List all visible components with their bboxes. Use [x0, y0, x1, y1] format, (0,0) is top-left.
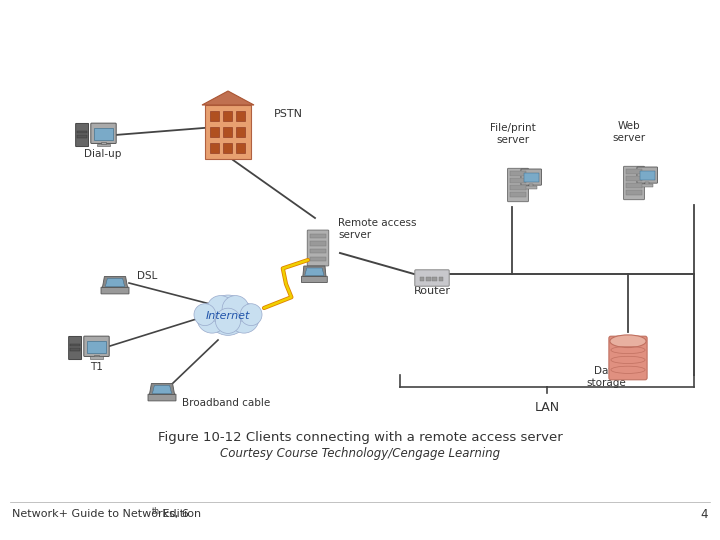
Bar: [645, 181, 649, 185]
Polygon shape: [153, 386, 171, 394]
Bar: [310, 234, 326, 238]
Bar: [210, 127, 219, 137]
Circle shape: [197, 303, 228, 333]
Bar: [223, 143, 232, 153]
Bar: [96, 144, 110, 146]
Bar: [529, 184, 534, 186]
Bar: [426, 278, 431, 281]
Text: Data
storage: Data storage: [586, 367, 626, 388]
Text: T1: T1: [89, 362, 102, 372]
Text: Dial-up: Dial-up: [84, 149, 122, 159]
Bar: [626, 191, 642, 195]
Text: Figure 10-12 Clients connecting with a remote access server: Figure 10-12 Clients connecting with a r…: [158, 431, 562, 444]
FancyBboxPatch shape: [68, 336, 81, 360]
Text: Internet: Internet: [206, 311, 250, 321]
Polygon shape: [303, 266, 326, 276]
Text: Broadband cable: Broadband cable: [182, 398, 270, 408]
Bar: [223, 111, 232, 121]
Bar: [94, 355, 99, 357]
Polygon shape: [150, 383, 174, 395]
Bar: [642, 184, 653, 186]
Bar: [94, 128, 113, 140]
Text: Remote access
server: Remote access server: [338, 218, 416, 240]
Polygon shape: [305, 268, 324, 275]
Bar: [525, 186, 537, 188]
Bar: [510, 178, 526, 183]
Text: DSL: DSL: [137, 271, 158, 281]
Polygon shape: [102, 276, 127, 287]
FancyBboxPatch shape: [521, 169, 541, 185]
Text: LAN: LAN: [534, 401, 559, 414]
FancyBboxPatch shape: [101, 287, 129, 294]
FancyBboxPatch shape: [84, 336, 109, 356]
Bar: [77, 135, 87, 138]
Bar: [639, 171, 655, 180]
Circle shape: [194, 303, 216, 326]
FancyBboxPatch shape: [91, 123, 116, 144]
FancyBboxPatch shape: [637, 167, 657, 183]
Polygon shape: [202, 91, 254, 105]
Bar: [210, 111, 219, 121]
Bar: [236, 143, 245, 153]
Text: Courtesy Course Technology/Cengage Learning: Courtesy Course Technology/Cengage Learn…: [220, 447, 500, 460]
Bar: [626, 170, 642, 174]
Circle shape: [229, 303, 259, 333]
FancyBboxPatch shape: [76, 124, 89, 146]
Text: File/print
server: File/print server: [490, 124, 536, 145]
FancyBboxPatch shape: [302, 276, 328, 282]
Bar: [70, 348, 80, 350]
Text: Network+ Guide to Networks, 6: Network+ Guide to Networks, 6: [12, 509, 189, 519]
Bar: [310, 249, 326, 253]
Bar: [310, 256, 326, 261]
Bar: [236, 111, 245, 121]
Bar: [77, 131, 87, 133]
Bar: [205, 105, 251, 159]
Bar: [510, 171, 526, 176]
FancyBboxPatch shape: [508, 168, 528, 201]
Bar: [438, 278, 444, 281]
Bar: [510, 185, 526, 190]
Circle shape: [222, 295, 249, 322]
Bar: [626, 184, 642, 188]
Bar: [626, 177, 642, 181]
Text: Web
server: Web server: [613, 122, 646, 143]
Bar: [433, 278, 437, 281]
Ellipse shape: [610, 335, 646, 348]
Text: 4: 4: [701, 508, 708, 521]
Circle shape: [207, 295, 234, 322]
Bar: [523, 173, 539, 181]
FancyBboxPatch shape: [609, 336, 647, 380]
Bar: [87, 341, 106, 353]
Circle shape: [208, 295, 248, 335]
Bar: [310, 241, 326, 246]
FancyBboxPatch shape: [624, 166, 644, 200]
FancyBboxPatch shape: [307, 230, 329, 266]
Bar: [70, 344, 80, 346]
FancyBboxPatch shape: [415, 270, 449, 286]
Polygon shape: [105, 279, 125, 287]
Circle shape: [240, 303, 262, 326]
Text: PSTN: PSTN: [274, 109, 303, 119]
Text: Edition: Edition: [159, 509, 202, 519]
Bar: [90, 356, 103, 359]
Bar: [101, 142, 106, 144]
Bar: [420, 278, 424, 281]
Circle shape: [215, 308, 240, 333]
Bar: [223, 127, 232, 137]
Bar: [210, 143, 219, 153]
Text: th: th: [152, 507, 160, 516]
Bar: [510, 192, 526, 197]
Text: Router: Router: [413, 286, 451, 296]
FancyBboxPatch shape: [148, 394, 176, 401]
Bar: [236, 127, 245, 137]
